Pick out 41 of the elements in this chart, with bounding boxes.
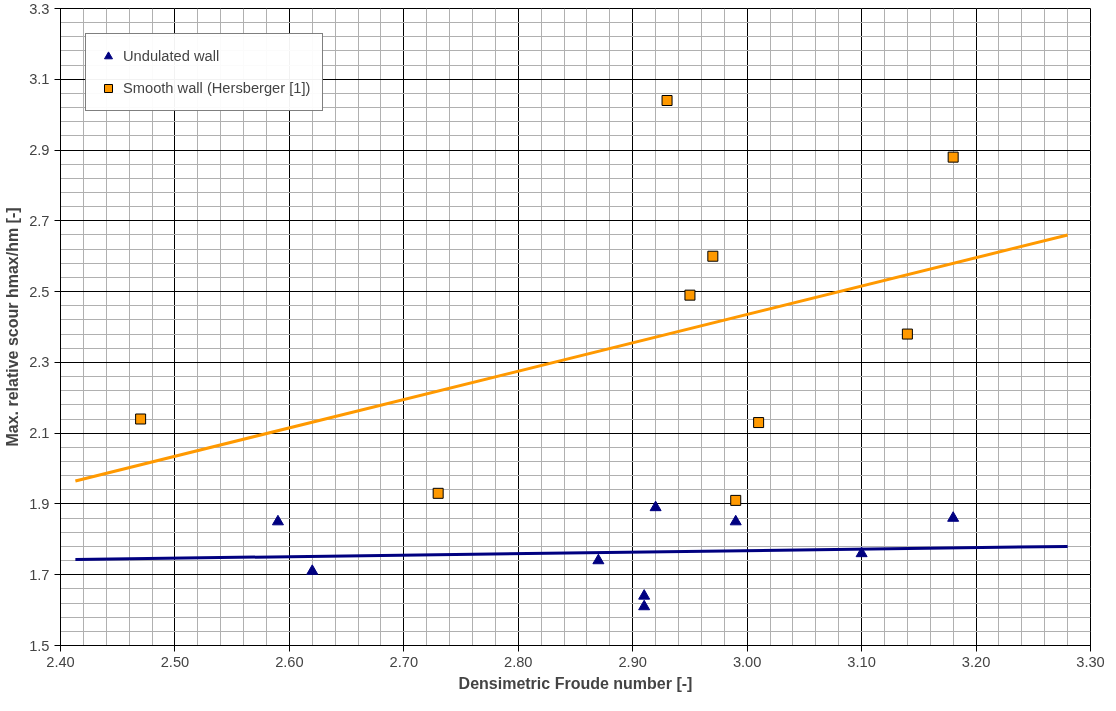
legend-label: Smooth wall (Hersberger [1]) <box>123 80 311 96</box>
y-tick-label: 1.5 <box>29 637 50 654</box>
point <box>306 564 319 575</box>
point <box>947 151 959 163</box>
point <box>661 95 673 107</box>
point <box>592 553 605 565</box>
point <box>753 417 765 429</box>
x-tick-label: 2.80 <box>504 653 533 670</box>
point <box>649 500 662 512</box>
y-tick-label: 2.7 <box>29 212 50 229</box>
x-tick-label: 2.40 <box>46 653 75 670</box>
point <box>638 599 651 611</box>
y-axis-title: Max. relative scour hmax/hm [-] <box>4 207 22 447</box>
y-tick-label: 1.7 <box>29 566 50 583</box>
point <box>684 289 696 301</box>
x-tick-label: 2.60 <box>275 653 304 670</box>
x-tick-label: 3.00 <box>732 653 762 670</box>
point <box>432 487 444 499</box>
point <box>730 494 742 506</box>
point <box>707 250 719 262</box>
y-tick-label: 2.3 <box>29 354 50 371</box>
y-tick-label: 3.1 <box>29 71 50 88</box>
point <box>638 589 651 600</box>
point <box>135 413 147 425</box>
y-tick-label: 2.9 <box>29 142 50 159</box>
x-tick-label: 3.30 <box>1076 653 1105 670</box>
x-tick-label: 3.20 <box>961 653 991 670</box>
x-tick-label: 2.70 <box>389 653 419 670</box>
x-tick-label: 3.10 <box>847 653 876 670</box>
point <box>947 511 960 522</box>
x-axis-title: Densimetric Froude number [-] <box>458 674 693 692</box>
x-tick-label: 2.90 <box>618 653 647 670</box>
point <box>901 328 913 340</box>
x-tick-label: 2.50 <box>160 653 190 670</box>
y-tick-label: 2.1 <box>29 425 50 442</box>
legend-label: Undulated wall <box>123 48 220 64</box>
y-tick-label: 2.5 <box>29 283 50 300</box>
point <box>271 514 284 526</box>
y-tick-label: 1.9 <box>29 495 50 512</box>
y-tick-label: 3.3 <box>29 0 50 17</box>
point <box>729 514 742 526</box>
